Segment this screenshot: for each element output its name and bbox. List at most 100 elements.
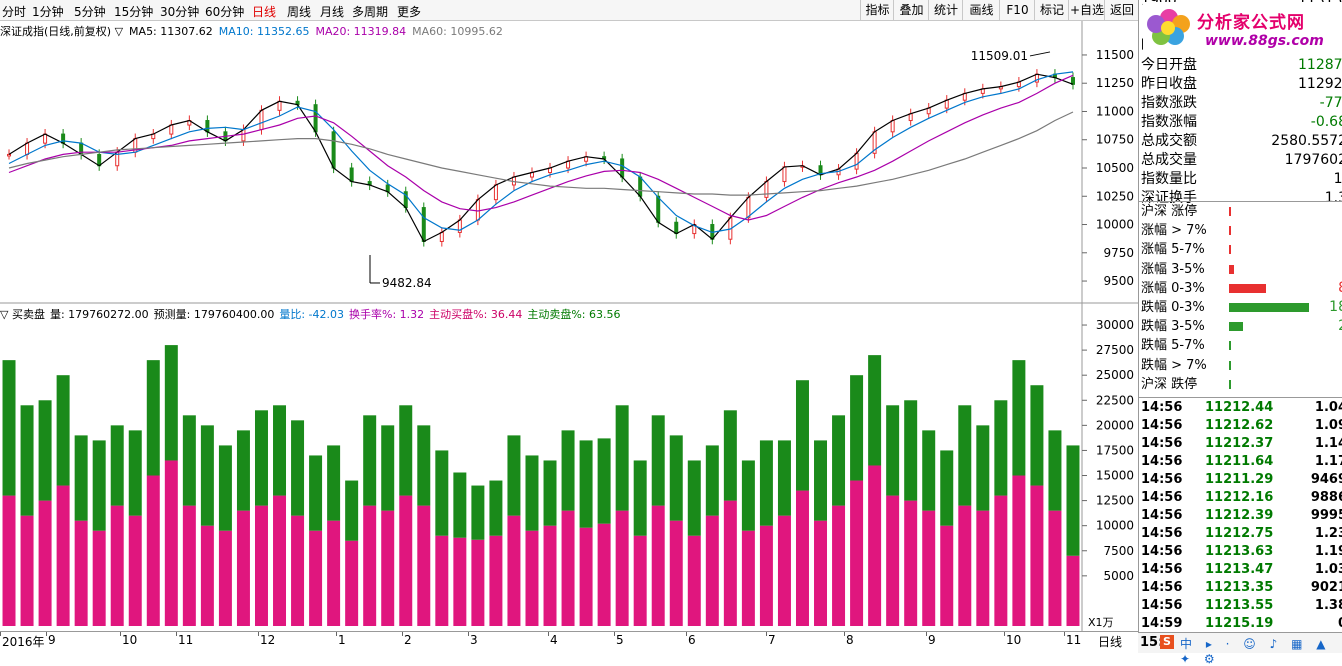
toolbar-button[interactable]: 统计: [928, 0, 963, 20]
y-tick-label: 17500: [1096, 443, 1134, 457]
breadth-label: 涨幅 3-5%: [1141, 261, 1205, 277]
period-tab[interactable]: 1分钟: [32, 5, 64, 19]
period-tab[interactable]: 更多: [397, 5, 422, 19]
tick-volume: 1.17: [1314, 454, 1342, 469]
candle-body: [890, 120, 895, 133]
sell-volume-bar: [218, 445, 232, 531]
tick-volume: 1.38: [1314, 598, 1342, 613]
tick-time: 14:56: [1141, 400, 1183, 415]
sell-volume-bar: [759, 440, 773, 526]
stat-label: 深证换手: [1141, 190, 1197, 206]
sell-volume-bar: [976, 425, 990, 511]
period-tab[interactable]: 15分钟: [114, 5, 154, 19]
date-tick: [614, 632, 615, 636]
volume-title[interactable]: ▽ 买卖盘: [0, 308, 45, 321]
period-tab[interactable]: 60分钟: [205, 5, 245, 19]
candle-body: [277, 100, 282, 111]
candle-body: [205, 120, 210, 133]
ma60-legend: MA60: 10995.62: [412, 25, 503, 38]
period-toolbar: 分时 1分钟 5分钟 15分钟 30分钟 60分钟 日线 周线 月线 多周期 更多 指标 叠加 统计 画线 F…: [0, 0, 1139, 21]
tick-price: 11212.39: [1205, 508, 1274, 523]
buy-volume-bar: [417, 505, 431, 626]
y-tick-label: 5000: [1103, 569, 1134, 583]
sell-volume-bar: [399, 405, 413, 496]
buy-volume-bar: [1012, 475, 1026, 626]
index-title[interactable]: 深证成指(日线,前复权) ▽: [0, 25, 124, 38]
breadth-value: 18: [1329, 299, 1342, 315]
buy-volume-bar: [687, 535, 701, 626]
breadth-label: 沪深 跌停: [1141, 376, 1198, 392]
period-tab[interactable]: 多周期: [352, 5, 389, 19]
tick-time: 14:56: [1141, 472, 1183, 487]
toolbar-button[interactable]: 叠加: [893, 0, 929, 20]
toolbar-button[interactable]: 指标: [860, 0, 894, 20]
date-tick: [402, 632, 403, 636]
toolbar-button[interactable]: 返回: [1104, 0, 1139, 20]
y-tick-label: 20000: [1096, 418, 1134, 432]
tick-row: 14:56 11211.29 9469: [1139, 471, 1342, 489]
ma-line-ma10: [8, 71, 1074, 234]
volume-unit-label: X1万: [1088, 616, 1114, 629]
breadth-bar: [1229, 360, 1231, 370]
period-tab[interactable]: 5分钟: [74, 5, 106, 19]
breadth-label: 跌幅 5-7%: [1141, 338, 1205, 354]
stat-value: 2580.5572: [1271, 133, 1342, 149]
period-label: 日线: [1098, 635, 1123, 649]
buy-volume-bar: [507, 515, 521, 626]
breadth-bar: [1229, 379, 1231, 389]
date-label: 8: [846, 633, 854, 647]
sidebar-divider: [1139, 397, 1342, 398]
toolbar-button[interactable]: 标记: [1034, 0, 1069, 20]
tick-price: 11211.64: [1205, 454, 1274, 469]
y-tick-label: 10000: [1096, 519, 1134, 533]
date-tick: [926, 632, 927, 636]
candle-body: [421, 207, 426, 242]
tick-price: 11213.55: [1205, 598, 1274, 613]
y-tick-label: 11250: [1096, 76, 1134, 90]
sell-volume-bar: [435, 450, 449, 536]
stat-row: 总成交额 2580.5572: [1139, 132, 1342, 151]
candle-body: [1070, 77, 1075, 85]
stat-value: 11292.: [1298, 76, 1342, 92]
stat-row: 今日开盘 11287.: [1139, 56, 1342, 75]
stat-row: 指数涨幅 -0.68: [1139, 113, 1342, 132]
date-label: 9: [48, 633, 56, 647]
breadth-row: 涨幅 3-5%: [1139, 260, 1342, 279]
sell-volume-bar: [489, 480, 503, 536]
buy-volume-bar: [56, 485, 70, 626]
period-tab[interactable]: 日线: [252, 5, 277, 19]
sell-volume-bar: [453, 472, 467, 538]
sell-volume-bar: [597, 438, 611, 524]
sell-volume-bar: [561, 430, 575, 511]
candle-body: [782, 166, 787, 183]
period-tab[interactable]: 周线: [287, 5, 312, 19]
stat-value: 1797602: [1284, 152, 1342, 168]
buy-volume-bar: [291, 515, 305, 626]
ime-toolbar-icons[interactable]: 中 ▸ · ☺ ♪ ▦ ▲ ✦ ⚙: [1180, 637, 1331, 666]
tick-price: 11213.63: [1205, 544, 1274, 559]
y-tick-label: 10250: [1096, 189, 1134, 203]
candle-body: [241, 129, 246, 142]
sell-volume-bar: [633, 460, 647, 536]
tick-row: 14:56 11212.39 9995: [1139, 507, 1342, 525]
period-tab[interactable]: 30分钟: [160, 5, 200, 19]
period-tab[interactable]: 分时: [2, 5, 27, 19]
ime-s-icon[interactable]: S: [1160, 635, 1174, 649]
breadth-row: 沪深 跌停: [1139, 375, 1342, 394]
y-tick-label: 27500: [1096, 343, 1134, 357]
toolbar-button[interactable]: 画线: [962, 0, 1000, 20]
stat-row: 指数涨跌 -77.: [1139, 94, 1342, 113]
sell-volume-bar: [507, 435, 521, 516]
logo-url[interactable]: www.88gs.com: [1205, 33, 1324, 49]
chart-canvas[interactable]: 9500975010000102501050010750110001125011…: [0, 0, 1138, 652]
breadth-bar: [1229, 207, 1231, 216]
tick-time: 14:56: [1141, 436, 1183, 451]
buy-volume-bar: [399, 495, 413, 626]
tick-volume: 1.23: [1314, 526, 1342, 541]
tick-time: 14:56: [1141, 490, 1183, 505]
toolbar-button[interactable]: F10: [999, 0, 1035, 20]
period-tab[interactable]: 月线: [320, 5, 345, 19]
buy-volume-bar: [164, 460, 178, 626]
toolbar-button[interactable]: +自选: [1068, 0, 1105, 20]
